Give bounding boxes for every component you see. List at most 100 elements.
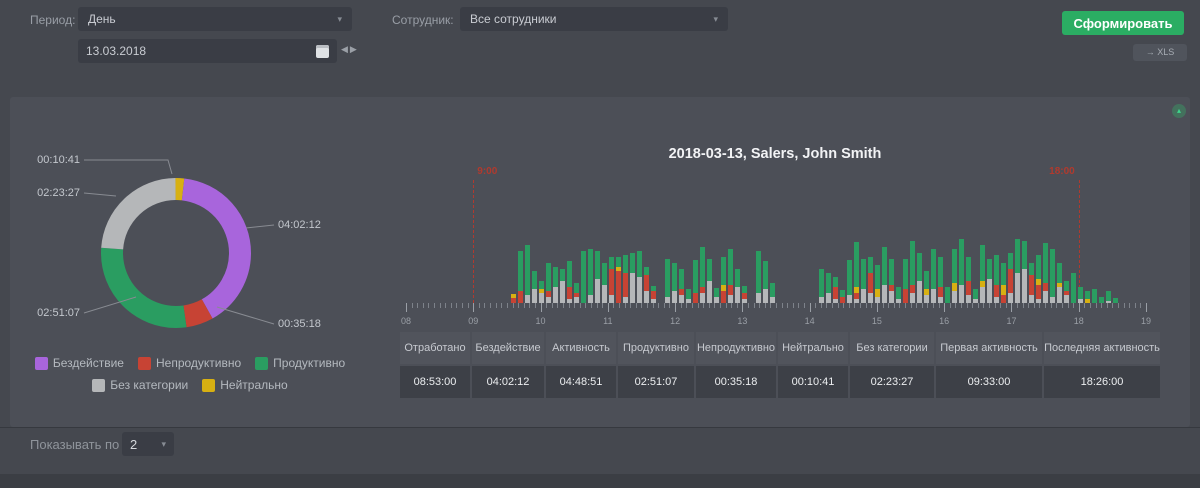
activity-bar[interactable]: [525, 245, 530, 303]
activity-bar[interactable]: [882, 247, 887, 303]
activity-bar[interactable]: [1036, 255, 1041, 303]
activity-bar[interactable]: [987, 259, 992, 303]
activity-bar[interactable]: [728, 249, 733, 303]
activity-bar[interactable]: [994, 255, 999, 303]
activity-bar[interactable]: [1064, 281, 1069, 303]
activity-bar[interactable]: [1078, 287, 1083, 303]
activity-bar[interactable]: [637, 251, 642, 303]
prev-day-icon[interactable]: ◀: [341, 44, 350, 54]
activity-bar[interactable]: [560, 269, 565, 303]
activity-bar[interactable]: [602, 263, 607, 303]
activity-bar[interactable]: [595, 251, 600, 303]
activity-bar[interactable]: [567, 261, 572, 303]
activity-bar[interactable]: [553, 267, 558, 303]
collapse-panel-icon[interactable]: ▴: [1172, 104, 1186, 118]
activity-bar[interactable]: [532, 271, 537, 303]
activity-bar[interactable]: [854, 242, 859, 303]
activity-bar[interactable]: [1022, 241, 1027, 303]
activity-bar[interactable]: [973, 289, 978, 303]
activity-bar[interactable]: [896, 287, 901, 303]
bar-segment-green: [987, 259, 992, 279]
activity-bar[interactable]: [721, 257, 726, 303]
page-size-select[interactable]: 2 ▾: [122, 432, 174, 456]
activity-bar[interactable]: [1043, 243, 1048, 303]
activity-bar[interactable]: [917, 253, 922, 303]
activity-bar[interactable]: [665, 259, 670, 303]
activity-bar[interactable]: [833, 277, 838, 303]
generate-button[interactable]: Сформировать: [1062, 11, 1184, 35]
activity-bar[interactable]: [868, 257, 873, 303]
next-day-icon[interactable]: ▶: [349, 44, 359, 54]
activity-bar[interactable]: [945, 287, 950, 303]
activity-bar[interactable]: [574, 283, 579, 303]
hour-label: 08: [400, 316, 412, 326]
activity-bar[interactable]: [966, 257, 971, 303]
activity-bar[interactable]: [1113, 298, 1118, 303]
bar-segment-green: [1113, 298, 1118, 303]
activity-bar[interactable]: [742, 286, 747, 303]
activity-bar[interactable]: [1001, 263, 1006, 303]
activity-bar[interactable]: [826, 273, 831, 303]
activity-bar[interactable]: [910, 241, 915, 303]
activity-bar[interactable]: [840, 290, 845, 303]
activity-bar[interactable]: [847, 260, 852, 303]
activity-bar[interactable]: [679, 269, 684, 303]
bar-segment-green: [938, 257, 943, 287]
export-xls-button[interactable]: → XLS: [1133, 44, 1187, 61]
activity-bar[interactable]: [1029, 263, 1034, 303]
activity-bar[interactable]: [1071, 273, 1076, 303]
activity-bar[interactable]: [903, 259, 908, 303]
axis-tick: [490, 303, 492, 308]
activity-bar[interactable]: [588, 249, 593, 303]
activity-bar[interactable]: [1050, 249, 1055, 303]
activity-bar[interactable]: [609, 257, 614, 303]
activity-bar[interactable]: [819, 269, 824, 303]
activity-bar[interactable]: [616, 257, 621, 303]
activity-bar[interactable]: [875, 265, 880, 303]
bar-segment-red: [889, 285, 894, 291]
activity-bar[interactable]: [651, 286, 656, 303]
donut-slice-Без категории[interactable]: [101, 178, 251, 328]
period-select[interactable]: День ▾: [78, 7, 352, 31]
activity-bar[interactable]: [770, 283, 775, 303]
activity-bar[interactable]: [959, 239, 964, 303]
activity-bar[interactable]: [1106, 291, 1111, 303]
activity-bar[interactable]: [714, 288, 719, 303]
activity-bar[interactable]: [700, 247, 705, 303]
activity-bar[interactable]: [735, 269, 740, 303]
activity-bar[interactable]: [952, 249, 957, 303]
activity-bar[interactable]: [630, 253, 635, 303]
activity-bar[interactable]: [693, 260, 698, 303]
activity-bar[interactable]: [861, 259, 866, 303]
activity-bar[interactable]: [1015, 239, 1020, 303]
activity-bar[interactable]: [1057, 263, 1062, 303]
activity-bar[interactable]: [924, 271, 929, 303]
activity-bar[interactable]: [763, 261, 768, 303]
activity-bar[interactable]: [756, 251, 761, 303]
activity-bar[interactable]: [980, 245, 985, 303]
activity-bar[interactable]: [1092, 289, 1097, 303]
activity-bar[interactable]: [1008, 253, 1013, 303]
activity-bar[interactable]: [686, 289, 691, 303]
donut-slice-Бездействие[interactable]: [101, 178, 251, 328]
activity-bar[interactable]: [672, 263, 677, 303]
bar-segment-gray: [546, 297, 551, 303]
activity-bar[interactable]: [511, 294, 516, 303]
employee-select[interactable]: Все сотрудники ▾: [460, 7, 728, 31]
activity-bar[interactable]: [1099, 297, 1104, 303]
date-step-arrows[interactable]: ◀▶: [341, 44, 359, 55]
date-input[interactable]: 13.03.2018: [78, 39, 337, 63]
activity-bar[interactable]: [581, 251, 586, 303]
activity-bar[interactable]: [644, 267, 649, 303]
activity-bar[interactable]: [518, 251, 523, 303]
activity-bar[interactable]: [623, 255, 628, 303]
activity-bar[interactable]: [539, 281, 544, 303]
activity-bar[interactable]: [931, 249, 936, 303]
activity-bar[interactable]: [889, 259, 894, 303]
calendar-icon[interactable]: [316, 44, 329, 58]
activity-bar[interactable]: [1085, 291, 1090, 303]
activity-bar[interactable]: [938, 257, 943, 303]
donut-slice-Продуктивно[interactable]: [101, 178, 251, 328]
activity-bar[interactable]: [546, 263, 551, 303]
activity-bar[interactable]: [707, 259, 712, 303]
